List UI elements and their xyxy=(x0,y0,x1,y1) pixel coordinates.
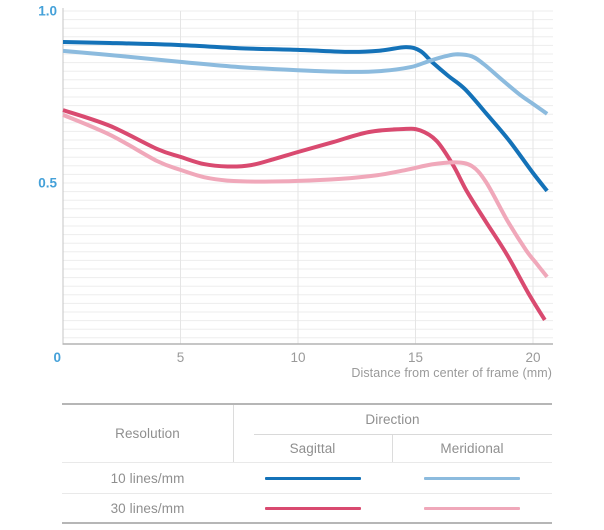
legend-table: Resolution Direction Sagittal Meridional… xyxy=(62,403,552,524)
mtf-chart: 1.0 0.5 0 5 10 15 20 xyxy=(38,4,553,365)
swatch-10-sagittal xyxy=(265,477,361,480)
swatch-10-meridional xyxy=(424,477,520,480)
x-tick-label: 0 xyxy=(53,350,61,365)
swatch-30-sagittal xyxy=(265,507,361,510)
direction-underline xyxy=(254,434,552,435)
series-s30-sagittal xyxy=(62,108,547,321)
row-label-30-lines: 30 lines/mm xyxy=(110,500,185,516)
sagittal-column-header: Sagittal xyxy=(289,441,336,456)
series-s10-sagittal xyxy=(62,40,549,193)
y-tick-label: 1.0 xyxy=(38,4,57,19)
x-tick-label: 5 xyxy=(177,350,185,365)
table-row-separator xyxy=(62,493,552,494)
direction-column-divider xyxy=(392,435,393,462)
swatch-30-meridional xyxy=(424,507,520,510)
table-top-border xyxy=(62,403,552,405)
y-tick-label: 0.5 xyxy=(38,176,57,191)
x-tick-label: 10 xyxy=(290,350,305,365)
table-column-divider xyxy=(233,405,234,462)
meridional-column-header: Meridional xyxy=(440,441,504,456)
x-tick-label: 15 xyxy=(408,350,423,365)
series-s10-meridional xyxy=(62,48,549,116)
direction-header: Direction xyxy=(365,412,420,427)
series-s30-meridional xyxy=(62,113,549,279)
resolution-header: Resolution xyxy=(115,426,180,441)
table-bottom-border xyxy=(62,522,552,524)
row-label-10-lines: 10 lines/mm xyxy=(110,470,185,486)
x-tick-label: 20 xyxy=(525,350,540,365)
table-row-separator xyxy=(62,462,552,463)
x-axis-title: Distance from center of frame (mm) xyxy=(351,366,552,380)
